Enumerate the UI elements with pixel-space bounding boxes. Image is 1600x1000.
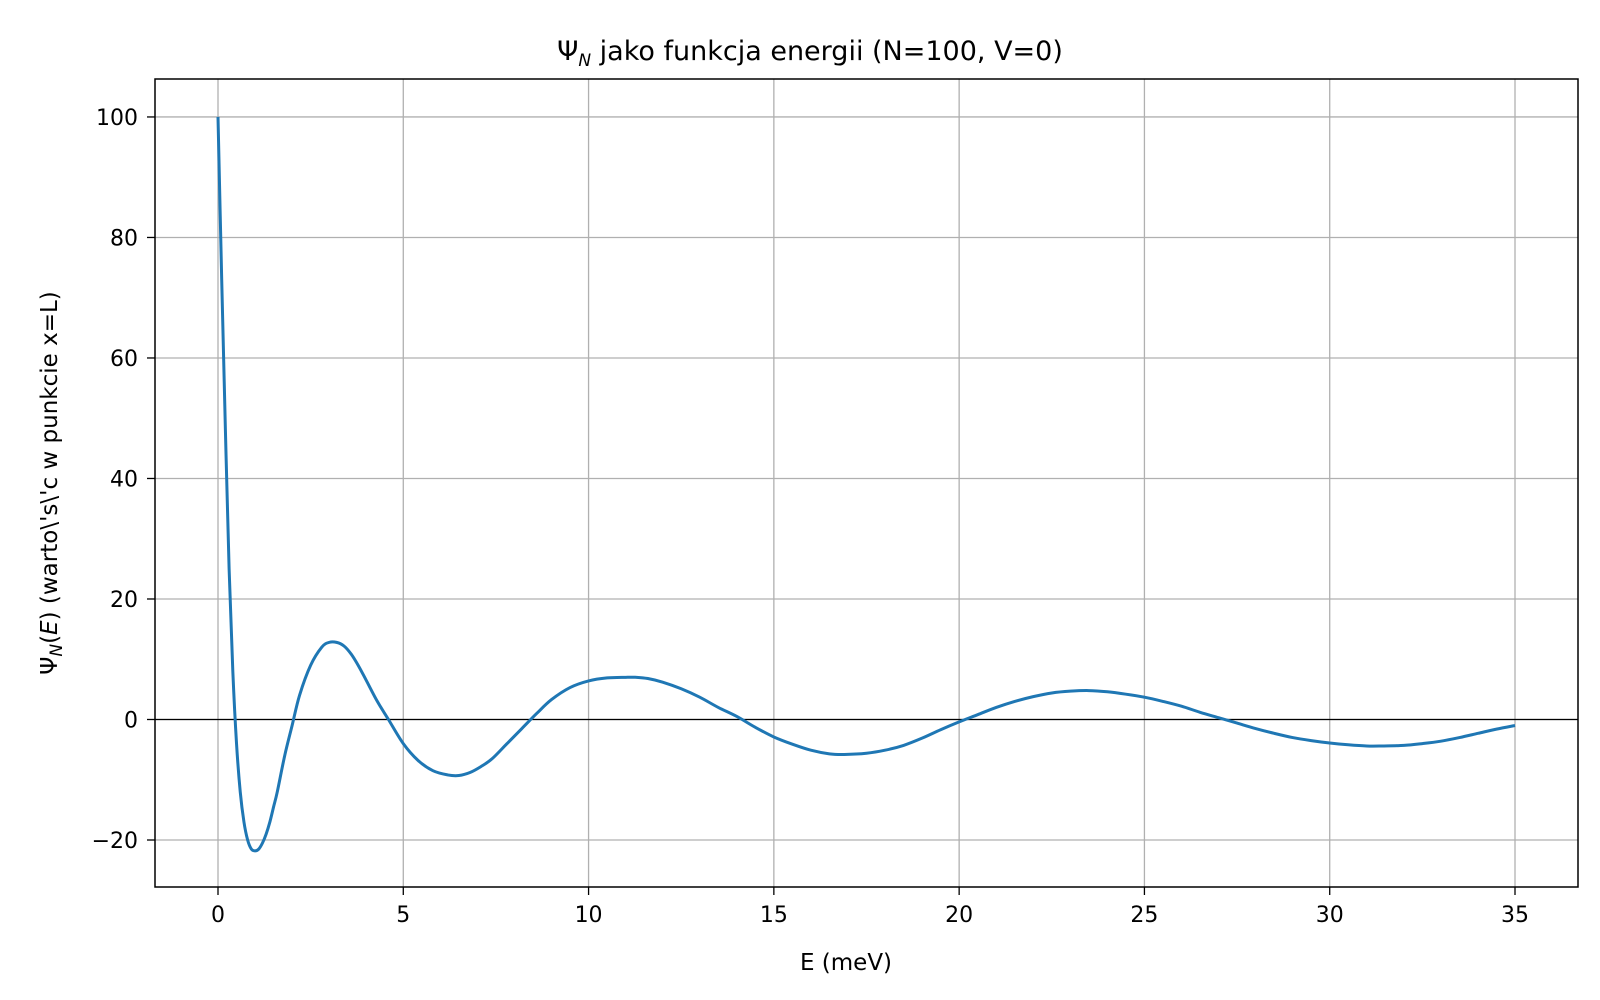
series-group	[216, 116, 1516, 853]
x-tick-label: 10	[575, 903, 603, 928]
x-tick-label: 25	[1130, 903, 1158, 928]
x-tick-label: 30	[1316, 903, 1344, 928]
y-tick-label: 80	[110, 226, 138, 251]
y-tick-label: 100	[96, 106, 138, 131]
y-axis-label: ΨN(E) (warto\'s\'c w punkcie x=L)	[37, 291, 67, 675]
chart-title: ΨN jako funkcja energii (N=100, V=0)	[557, 36, 1063, 71]
plot-frame	[154, 78, 1579, 888]
series-line	[216, 116, 1516, 853]
x-axis-label: E (meV)	[800, 950, 892, 976]
y-tick-label: −20	[92, 829, 138, 854]
x-tick-label: 35	[1501, 903, 1529, 928]
y-ticks: −20 0 20 40 60 80 100	[92, 106, 155, 854]
x-tick-label: 5	[396, 903, 410, 928]
y-tick-label: 0	[124, 708, 138, 733]
x-tick-label: 0	[211, 903, 225, 928]
y-tick-label: 20	[110, 588, 138, 613]
y-tick-label: 40	[110, 467, 138, 492]
x-ticks: 0 5 10 15 20 25 30 35	[211, 887, 1529, 928]
x-tick-label: 15	[760, 903, 788, 928]
x-tick-label: 20	[945, 903, 973, 928]
y-tick-label: 60	[110, 347, 138, 372]
